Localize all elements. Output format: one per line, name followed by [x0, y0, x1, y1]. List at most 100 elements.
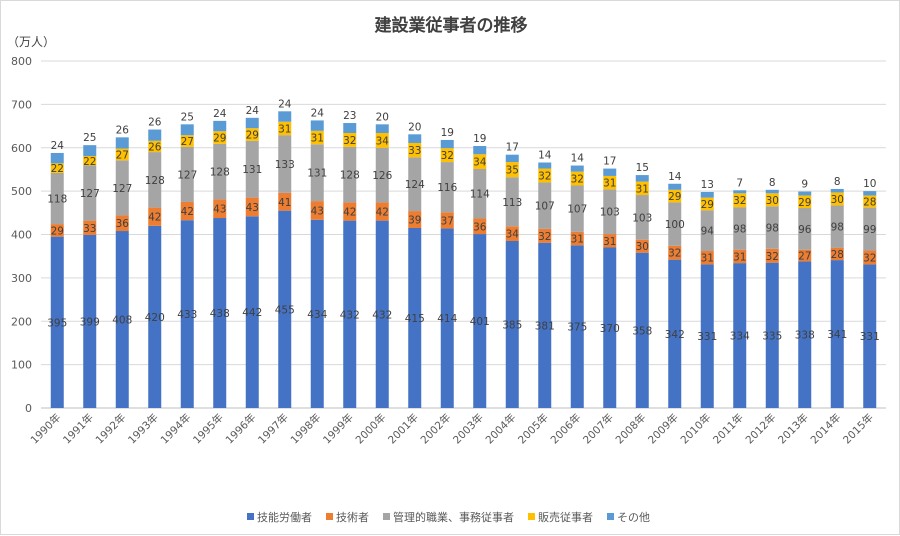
x-tick-label: 2007年 [580, 411, 616, 447]
data-label: 96 [798, 224, 812, 236]
data-label: 31 [701, 253, 714, 265]
data-label: 33 [83, 223, 96, 235]
data-label: 395 [47, 317, 67, 329]
data-label: 107 [535, 201, 555, 213]
bar-segment [343, 123, 357, 134]
data-label: 17 [506, 142, 519, 154]
bar-segment [505, 162, 519, 178]
data-label: 98 [831, 222, 844, 234]
data-label: 34 [506, 229, 520, 241]
bar-segment [830, 205, 844, 248]
bar-segment [115, 137, 129, 149]
x-tick-label: 1995年 [190, 411, 226, 447]
bar-segment [570, 165, 584, 172]
legend-swatch [326, 513, 333, 520]
bar-segment [505, 241, 519, 408]
legend-label: その他 [617, 511, 650, 524]
data-label: 401 [470, 316, 490, 328]
bar-segment [213, 131, 227, 144]
data-label: 127 [177, 169, 197, 181]
chart-title: 建設業従事者の推移 [375, 15, 528, 36]
y-tick-label: 0 [25, 402, 32, 415]
data-label: 420 [145, 312, 165, 324]
bar-segment [408, 134, 422, 143]
bar-segment [668, 202, 682, 246]
bar-segment [570, 245, 584, 408]
data-label: 24 [51, 140, 65, 152]
data-label: 43 [311, 205, 324, 217]
data-label: 113 [502, 197, 522, 209]
bar-segment [473, 234, 487, 408]
data-label: 331 [697, 331, 717, 343]
legend-item: 技術者 [326, 511, 369, 524]
data-label: 385 [502, 320, 522, 332]
legend-label: 管理的職業、事務従事者 [393, 510, 514, 524]
data-label: 118 [47, 193, 67, 205]
data-label: 381 [535, 320, 555, 332]
data-label: 17 [603, 156, 616, 168]
x-tick-label: 2015年 [840, 411, 876, 447]
data-label: 103 [632, 212, 652, 224]
bar-segment [50, 152, 64, 164]
y-axis-unit-label: （万人） [7, 35, 55, 49]
data-label: 32 [538, 231, 551, 243]
data-label: 432 [340, 309, 360, 321]
data-label: 23 [343, 110, 356, 122]
bar-segment [798, 249, 812, 262]
data-label: 24 [278, 98, 292, 110]
bar-segment [148, 152, 162, 208]
data-label: 32 [441, 150, 454, 162]
data-label: 32 [343, 135, 356, 147]
data-label: 42 [343, 207, 356, 219]
bar-segment [603, 189, 617, 235]
bar-segment [798, 195, 812, 209]
data-label: 126 [372, 170, 392, 182]
data-label: 30 [766, 195, 779, 207]
bar-segment [148, 140, 162, 153]
bar-segment [700, 210, 714, 251]
bar-segment [830, 188, 844, 193]
data-label: 131 [307, 168, 327, 180]
bar-segment [278, 121, 292, 136]
data-label: 128 [145, 175, 165, 187]
data-label: 99 [863, 224, 876, 236]
data-label: 29 [798, 197, 811, 209]
bar-segment [213, 120, 227, 132]
legend-item: 技能労働者 [247, 510, 312, 524]
data-label: 28 [863, 197, 876, 209]
data-label: 98 [733, 223, 746, 235]
bar-segment [180, 146, 194, 202]
data-label: 442 [242, 307, 262, 319]
bar-segment [538, 162, 552, 169]
x-tick-label: 1997年 [255, 411, 291, 447]
bar-segment [50, 236, 64, 408]
bar-segment [473, 146, 487, 155]
bar-segment [375, 133, 389, 148]
data-label: 114 [470, 189, 490, 201]
data-label: 43 [213, 204, 226, 216]
bar-segment [278, 192, 292, 211]
bar-segment [473, 154, 487, 170]
bar-segment [635, 175, 649, 182]
bar-segment [408, 157, 422, 212]
y-tick-label: 300 [11, 272, 32, 285]
legend-swatch [247, 513, 254, 520]
x-tick-label: 1998年 [288, 411, 324, 447]
data-label: 107 [567, 204, 587, 216]
bar-segment [440, 162, 454, 213]
data-label: 24 [213, 108, 227, 120]
data-label: 415 [405, 313, 425, 325]
data-label: 8 [769, 177, 776, 189]
data-label: 9 [801, 179, 808, 191]
y-tick-label: 800 [11, 55, 32, 68]
legend-swatch [383, 513, 390, 520]
data-label: 358 [632, 325, 652, 337]
y-tick-label: 600 [11, 142, 32, 155]
data-label: 14 [668, 171, 682, 183]
data-label: 19 [441, 127, 454, 139]
legend-label: 技術者 [336, 511, 369, 524]
bar-segment [50, 163, 64, 173]
y-tick-label: 400 [11, 229, 32, 242]
bar-segment [245, 128, 259, 141]
bar-segment [278, 135, 292, 193]
